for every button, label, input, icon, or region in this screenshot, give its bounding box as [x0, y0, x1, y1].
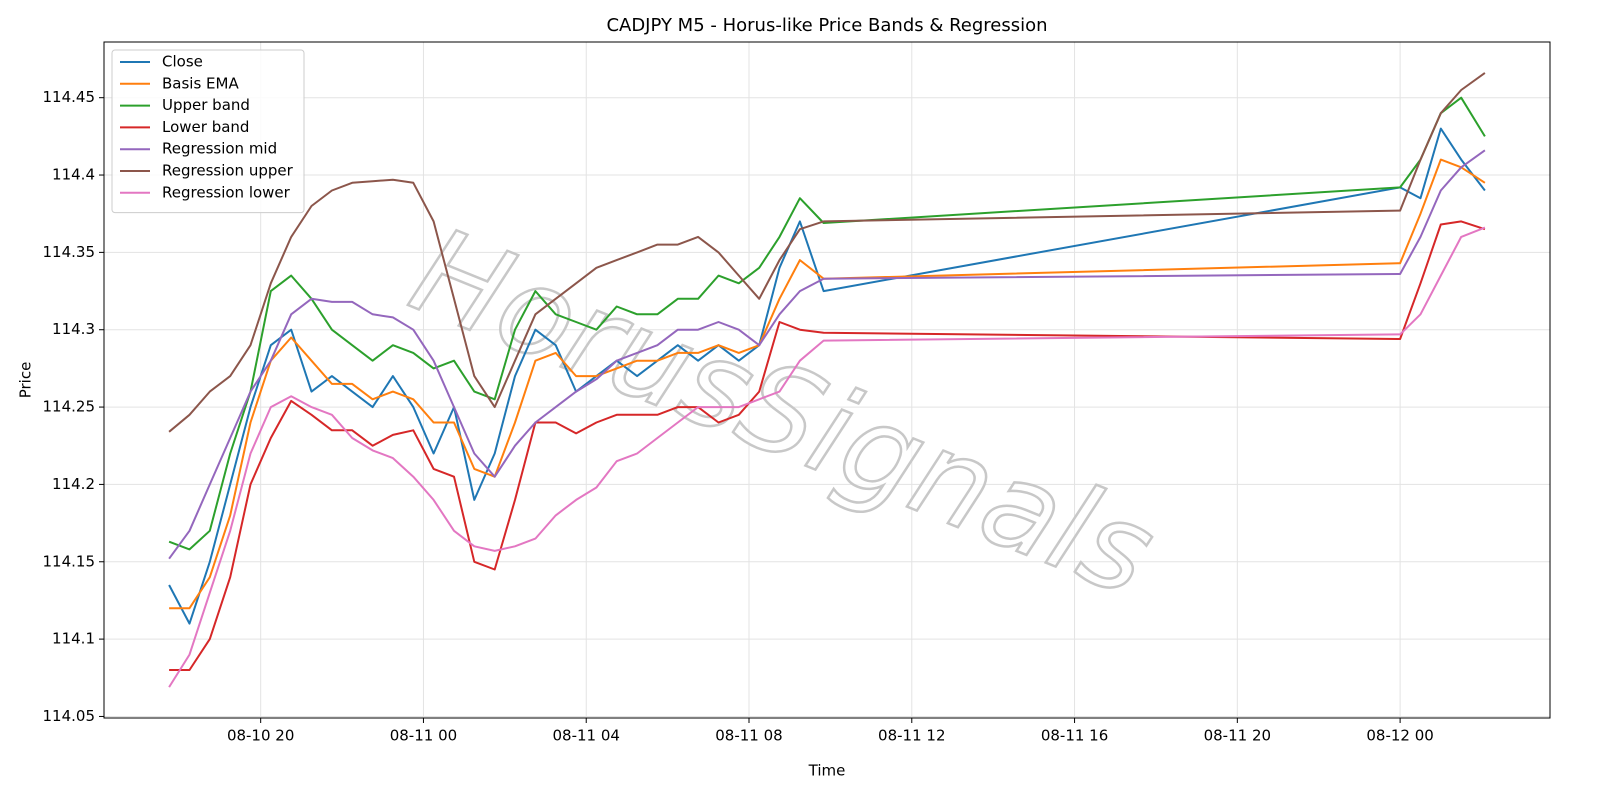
y-tick-label: 114.15 [43, 552, 96, 570]
legend-label: Lower band [162, 118, 249, 136]
x-tick-label: 08-11 04 [552, 727, 619, 745]
line-series [168, 96, 1486, 551]
y-tick-label: 114.3 [52, 320, 95, 338]
legend-label: Upper band [162, 96, 250, 114]
x-tick-label: 08-11 12 [878, 727, 945, 745]
y-axis-label: Price [17, 362, 35, 399]
legend-label: Regression upper [162, 162, 294, 180]
legend-label: Regression lower [162, 183, 291, 201]
x-tick-label: 08-11 00 [390, 727, 457, 745]
y-tick-label: 114.2 [52, 475, 95, 493]
y-tick-label: 114.4 [52, 166, 95, 184]
plot-frame [103, 41, 1551, 719]
line-series [168, 149, 1486, 560]
x-tick-label: 08-11 20 [1204, 727, 1271, 745]
y-tick-label: 114.35 [43, 243, 96, 261]
y-tick-label: 114.25 [43, 398, 96, 416]
y-tick-label: 114.45 [43, 88, 96, 106]
legend-label: Regression mid [162, 140, 277, 158]
line-series [169, 158, 1486, 610]
x-tick-label: 08-12 00 [1366, 727, 1433, 745]
y-tick-label: 114.1 [52, 630, 95, 648]
legend: Close Basis EMA Upper band Lower band Regres… [111, 49, 305, 214]
watermark: HorusSignals [394, 202, 1172, 624]
line-series [169, 220, 1486, 671]
x-tick-label: 08-10 20 [227, 727, 294, 745]
line-series [168, 72, 1486, 433]
legend-box [111, 49, 305, 214]
x-tick-label: 08-11 16 [1041, 727, 1108, 745]
legend-label: Close [162, 53, 203, 71]
x-tick-label: 08-11 08 [715, 727, 782, 745]
y-tick-label: 114.05 [43, 707, 96, 725]
chart-title: CADJPY M5 - Horus-like Price Bands & Reg… [606, 15, 1047, 36]
x-axis-label: Time [808, 762, 846, 780]
legend-label: Basis EMA [162, 74, 239, 92]
line-series [168, 226, 1486, 688]
